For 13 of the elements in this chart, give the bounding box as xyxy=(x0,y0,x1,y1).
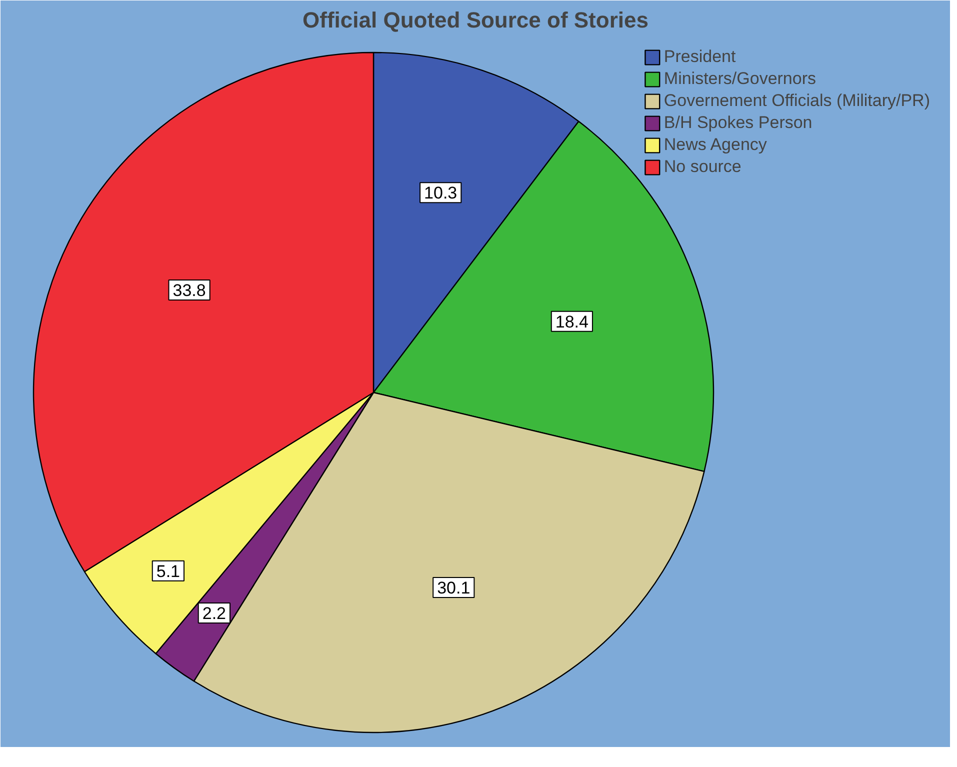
legend-label: Governement Officials (Military/PR) xyxy=(664,91,930,111)
legend-label: B/H Spokes Person xyxy=(664,113,812,133)
data-label: 5.1 xyxy=(156,562,180,581)
legend-label: News Agency xyxy=(664,135,767,155)
legend-label: Ministers/Governors xyxy=(664,69,816,89)
data-label: 30.1 xyxy=(437,578,470,598)
chart-title: Official Quoted Source of Stories xyxy=(302,8,648,32)
data-label: 18.4 xyxy=(555,312,588,332)
legend-label: No source xyxy=(664,157,742,177)
data-label: 2.2 xyxy=(202,604,226,623)
data-label: 10.3 xyxy=(424,184,458,203)
data-label: 33.8 xyxy=(172,280,206,300)
legend-label: President xyxy=(664,47,736,67)
